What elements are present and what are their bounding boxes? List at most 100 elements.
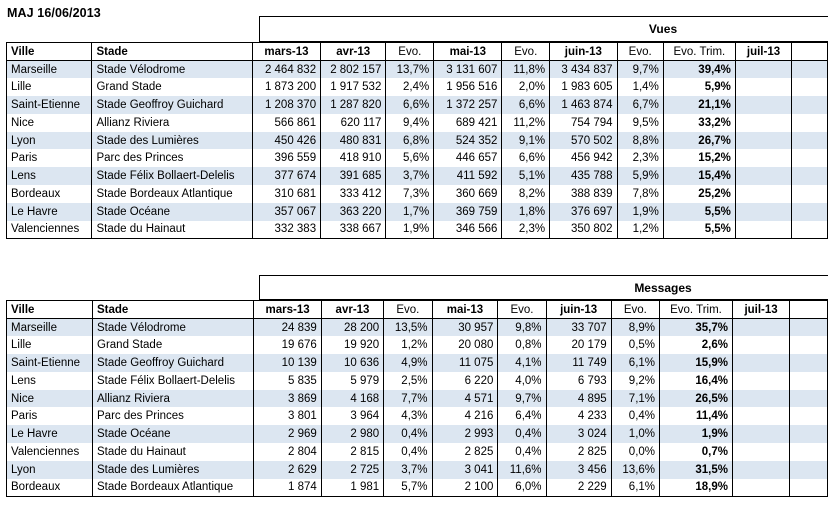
- cell-value[interactable]: 2 802 157: [320, 60, 387, 79]
- cell-value[interactable]: 6,6%: [385, 96, 435, 114]
- cell-value[interactable]: 11,4%: [659, 407, 733, 426]
- cell-value[interactable]: 3 131 607: [433, 60, 503, 79]
- column-header[interactable]: juin-13: [549, 42, 618, 61]
- column-header[interactable]: Stade: [91, 300, 255, 319]
- column-header[interactable]: mai-13: [433, 42, 503, 61]
- cell-ville[interactable]: Lens: [5, 167, 93, 186]
- cell-value[interactable]: 350 802: [549, 220, 618, 239]
- cell-value[interactable]: 4 571: [431, 389, 499, 408]
- cell-value[interactable]: [731, 354, 791, 372]
- cell-value[interactable]: [734, 60, 793, 79]
- cell-value[interactable]: 35,7%: [659, 318, 733, 337]
- cell-value[interactable]: 2,6%: [659, 336, 733, 355]
- cell-value[interactable]: 6,7%: [616, 96, 664, 114]
- cell-value[interactable]: 0,4%: [383, 443, 433, 461]
- cell-stade[interactable]: Stade Bordeaux Atlantique: [91, 185, 253, 203]
- cell-value[interactable]: 4,3%: [383, 407, 433, 426]
- cell-value[interactable]: 1,7%: [385, 202, 435, 221]
- cell-value[interactable]: 6,0%: [497, 478, 547, 497]
- cell-value[interactable]: 1,2%: [383, 336, 433, 355]
- cell-value[interactable]: 4,0%: [497, 371, 547, 390]
- cell-value[interactable]: 363 220: [320, 202, 387, 221]
- cell-value[interactable]: [734, 78, 793, 97]
- cell-ville[interactable]: Nice: [5, 113, 93, 132]
- cell-value[interactable]: [791, 149, 828, 168]
- cell-value[interactable]: 2,3%: [616, 149, 664, 168]
- cell-value[interactable]: 20 179: [545, 336, 612, 355]
- cell-value[interactable]: 11 749: [545, 354, 612, 372]
- cell-value[interactable]: 7,7%: [383, 389, 433, 408]
- cell-value[interactable]: 0,0%: [610, 443, 661, 461]
- cell-value[interactable]: 418 910: [320, 149, 387, 168]
- cell-value[interactable]: 31,5%: [659, 460, 733, 479]
- cell-value[interactable]: [789, 318, 828, 337]
- cell-value[interactable]: 524 352: [433, 131, 503, 150]
- cell-value[interactable]: [789, 371, 828, 390]
- cell-value[interactable]: 8,8%: [616, 131, 664, 150]
- column-header[interactable]: mai-13: [431, 300, 499, 319]
- column-header[interactable]: Evo.: [383, 300, 433, 319]
- cell-value[interactable]: 3 869: [253, 389, 322, 408]
- cell-value[interactable]: 376 697: [549, 202, 618, 221]
- cell-value[interactable]: [731, 407, 791, 426]
- cell-value[interactable]: 689 421: [433, 113, 503, 132]
- cell-value[interactable]: [789, 354, 828, 372]
- cell-value[interactable]: 391 685: [320, 167, 387, 186]
- cell-value[interactable]: [791, 202, 828, 221]
- cell-stade[interactable]: Stade du Hainaut: [91, 220, 253, 239]
- cell-value[interactable]: 0,8%: [497, 336, 547, 355]
- cell-value[interactable]: 1,8%: [501, 202, 551, 221]
- cell-value[interactable]: 9,7%: [616, 60, 664, 79]
- cell-value[interactable]: 346 566: [433, 220, 503, 239]
- cell-value[interactable]: 1 874: [253, 478, 322, 497]
- cell-value[interactable]: 310 681: [251, 185, 322, 203]
- cell-value[interactable]: 9,5%: [616, 113, 664, 132]
- cell-value[interactable]: 10 139: [253, 354, 322, 372]
- cell-value[interactable]: [731, 460, 791, 479]
- cell-value[interactable]: [791, 220, 828, 239]
- cell-value[interactable]: 6,1%: [610, 354, 661, 372]
- column-header[interactable]: Ville: [6, 300, 93, 319]
- cell-value[interactable]: 11,8%: [501, 60, 551, 79]
- cell-value[interactable]: [734, 167, 793, 186]
- cell-value[interactable]: [734, 113, 793, 132]
- column-header[interactable]: avr-13: [320, 42, 387, 61]
- cell-value[interactable]: 388 839: [549, 185, 618, 203]
- cell-value[interactable]: 2 815: [320, 443, 385, 461]
- cell-value[interactable]: 3,7%: [383, 460, 433, 479]
- column-header[interactable]: Evo.: [610, 300, 661, 319]
- cell-value[interactable]: 1,0%: [610, 425, 661, 444]
- cell-value[interactable]: [734, 220, 793, 239]
- cell-value[interactable]: [731, 425, 791, 444]
- cell-ville[interactable]: Le Havre: [5, 202, 93, 221]
- cell-value[interactable]: 435 788: [549, 167, 618, 186]
- cell-value[interactable]: 28 200: [320, 318, 385, 337]
- cell-value[interactable]: 19 920: [320, 336, 385, 355]
- cell-value[interactable]: 396 559: [251, 149, 322, 168]
- cell-value[interactable]: 9,8%: [497, 318, 547, 337]
- cell-value[interactable]: 5,6%: [385, 149, 435, 168]
- cell-value[interactable]: [789, 425, 828, 444]
- cell-value[interactable]: 9,1%: [501, 131, 551, 150]
- cell-value[interactable]: [789, 460, 828, 479]
- cell-stade[interactable]: Stade Bordeaux Atlantique: [91, 478, 255, 497]
- cell-value[interactable]: 1,9%: [659, 425, 733, 444]
- cell-value[interactable]: 5,1%: [501, 167, 551, 186]
- cell-value[interactable]: 9,2%: [610, 371, 661, 390]
- cell-value[interactable]: 0,4%: [497, 443, 547, 461]
- cell-value[interactable]: [731, 371, 791, 390]
- cell-stade[interactable]: Stade des Lumières: [91, 460, 255, 479]
- cell-value[interactable]: 26,5%: [659, 389, 733, 408]
- cell-value[interactable]: 1,4%: [616, 78, 664, 97]
- cell-value[interactable]: 1 287 820: [320, 96, 387, 114]
- cell-value[interactable]: 15,2%: [662, 149, 736, 168]
- cell-value[interactable]: 3 964: [320, 407, 385, 426]
- cell-value[interactable]: 6 220: [431, 371, 499, 390]
- cell-value[interactable]: 2 100: [431, 478, 499, 497]
- cell-value[interactable]: 5,5%: [662, 202, 736, 221]
- column-header[interactable]: mars-13: [253, 300, 322, 319]
- cell-value[interactable]: 2 969: [253, 425, 322, 444]
- cell-stade[interactable]: Stade des Lumières: [91, 131, 253, 150]
- cell-value[interactable]: 33 707: [545, 318, 612, 337]
- cell-value[interactable]: 5,9%: [616, 167, 664, 186]
